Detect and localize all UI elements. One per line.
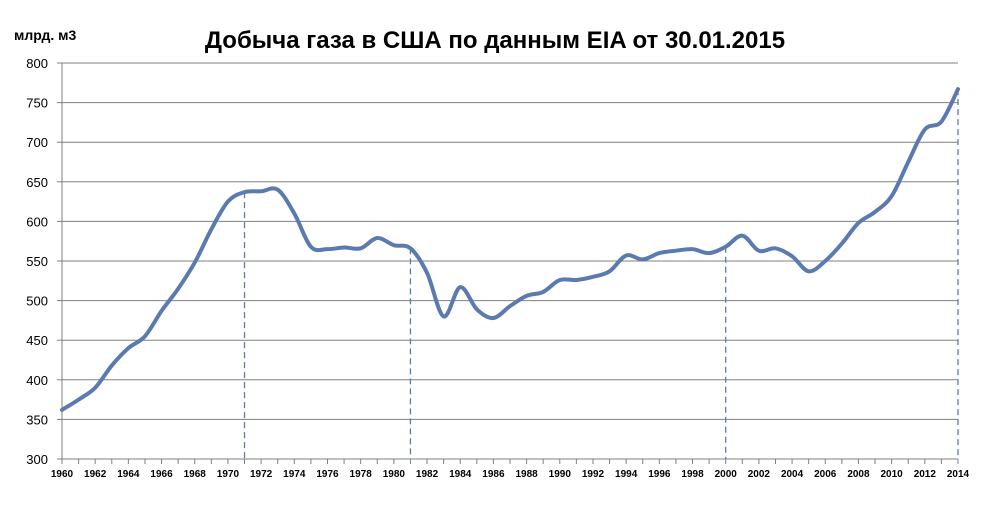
x-tick-label: 1980 bbox=[383, 469, 406, 480]
x-tick-label: 2006 bbox=[814, 469, 837, 480]
chart-title: Добыча газа в США по данным EIA от 30.01… bbox=[205, 27, 785, 54]
x-tick-label: 2008 bbox=[847, 469, 870, 480]
y-tick-label: 350 bbox=[26, 412, 48, 427]
x-tick-label: 1990 bbox=[549, 469, 572, 480]
x-tick-label: 1970 bbox=[217, 469, 240, 480]
x-tick-label: 1986 bbox=[482, 469, 505, 480]
x-tick-label: 2002 bbox=[748, 469, 771, 480]
x-tick-label: 2012 bbox=[914, 469, 937, 480]
y-tick-label: 800 bbox=[26, 56, 48, 71]
series-group bbox=[62, 89, 958, 410]
x-tick-label: 1962 bbox=[84, 469, 107, 480]
y-axis-unit-label: млрд. м3 bbox=[14, 27, 76, 43]
y-tick-label: 700 bbox=[26, 135, 48, 150]
y-tick-label: 300 bbox=[26, 452, 48, 467]
x-tick-label: 2004 bbox=[781, 469, 804, 480]
x-tick-label: 2010 bbox=[881, 469, 904, 480]
x-tick-label: 1994 bbox=[615, 469, 638, 480]
y-tick-label: 500 bbox=[26, 294, 48, 309]
x-tick-label: 2000 bbox=[715, 469, 738, 480]
y-tick-labels: 300 350 400 450 500 550 600 650 700 750 800 bbox=[26, 56, 48, 467]
series-line bbox=[62, 89, 958, 410]
x-tick-label: 1976 bbox=[316, 469, 339, 480]
y-tick-label: 650 bbox=[26, 175, 48, 190]
x-tick-label: 1964 bbox=[117, 469, 140, 480]
x-tick-label: 1974 bbox=[283, 469, 306, 480]
x-tick-label: 1978 bbox=[350, 469, 373, 480]
y-tick-label: 750 bbox=[26, 96, 48, 111]
y-tick-label: 550 bbox=[26, 254, 48, 269]
x-tick-labels: 1960 1962 1964 1966 1968 1970 1972 1974 1976 1978… bbox=[51, 469, 970, 480]
y-tick-label: 400 bbox=[26, 373, 48, 388]
x-tick-label: 1984 bbox=[449, 469, 472, 480]
y-tick-label: 450 bbox=[26, 333, 48, 348]
x-tick-label: 1988 bbox=[515, 469, 538, 480]
x-tick-label: 1998 bbox=[681, 469, 704, 480]
x-tick-label: 1982 bbox=[416, 469, 439, 480]
x-tick-label: 2014 bbox=[947, 469, 970, 480]
x-tick-label: 1972 bbox=[250, 469, 273, 480]
x-tick-label: 1966 bbox=[150, 469, 173, 480]
x-tick-label: 1968 bbox=[184, 469, 207, 480]
x-tick-label: 1992 bbox=[582, 469, 605, 480]
y-tick-label: 600 bbox=[26, 214, 48, 229]
x-tick-label: 1996 bbox=[648, 469, 671, 480]
x-tick-label: 1960 bbox=[51, 469, 74, 480]
